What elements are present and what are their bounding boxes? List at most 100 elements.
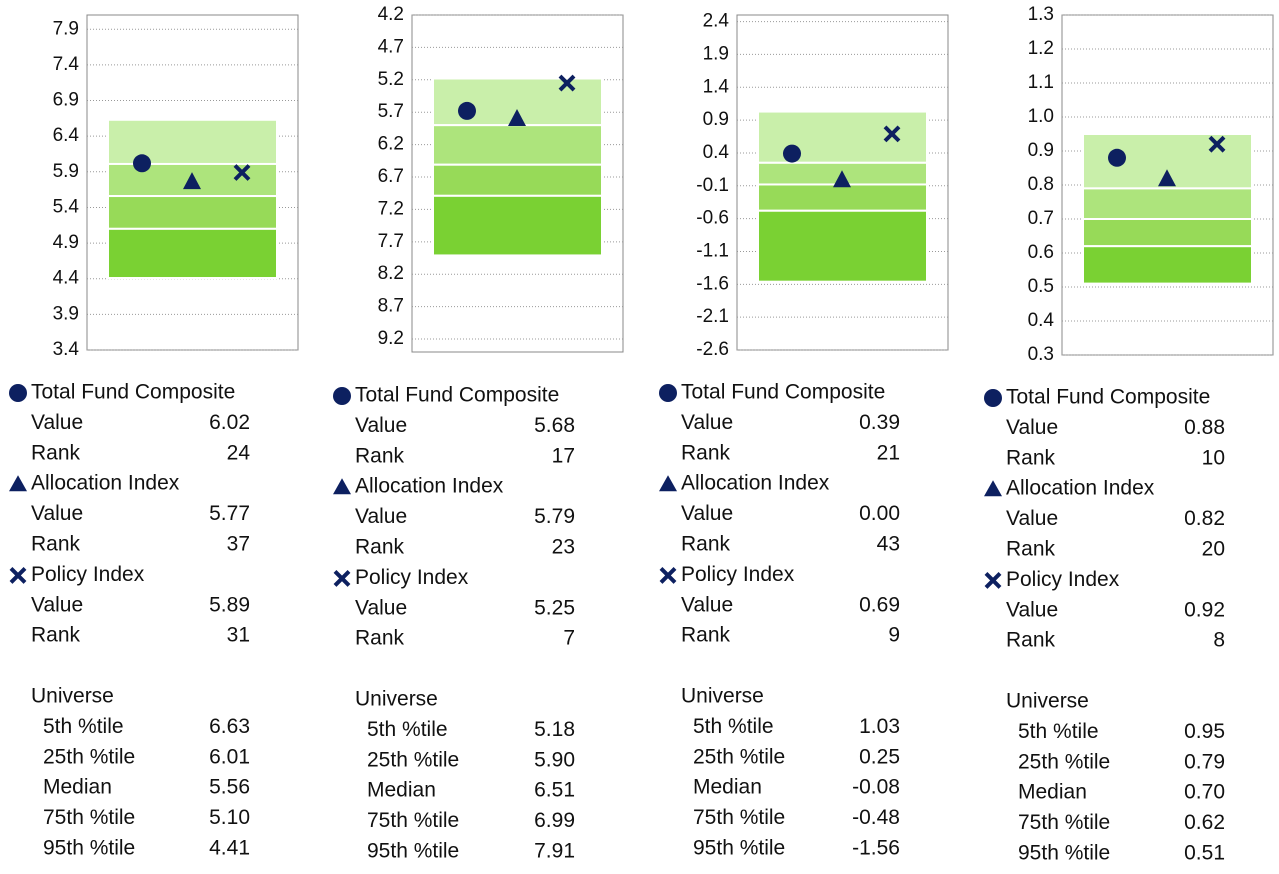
rank-label: 37	[227, 533, 250, 556]
percentile-value: 0.79	[1184, 750, 1225, 773]
legend-label: Allocation Index	[681, 472, 830, 495]
percentile-band	[1082, 218, 1253, 248]
legend-icon	[333, 569, 351, 587]
y-tick-label: 6.7	[378, 166, 404, 187]
row-label: Value	[355, 596, 407, 619]
y-tick-label: 1.9	[703, 43, 729, 64]
rank-label: 23	[552, 536, 575, 559]
y-tick-label: 6.2	[378, 134, 404, 155]
marker-triangle	[183, 172, 201, 190]
y-tick-label: 7.7	[378, 231, 404, 252]
y-tick-label: 4.9	[53, 232, 79, 253]
value-label: 0.82	[1184, 507, 1225, 530]
percentile-band	[107, 118, 278, 165]
y-tick-label: 0.6	[1028, 242, 1054, 263]
percentile-value: 0.95	[1184, 720, 1225, 743]
row-label: Value	[681, 593, 733, 616]
row-label: Value	[31, 502, 83, 525]
row-label: Rank	[31, 624, 81, 647]
marker-x	[883, 125, 901, 143]
rank-label: 21	[877, 441, 900, 464]
marker-x	[1208, 135, 1226, 153]
row-label: Value	[1006, 598, 1058, 621]
row-label: Value	[355, 505, 407, 528]
legend-icon	[333, 387, 351, 405]
percentile-label: 95th %tile	[693, 837, 785, 860]
rank-label: 24	[227, 441, 251, 464]
y-tick-label: -2.6	[696, 339, 729, 360]
percentile-value: 5.18	[534, 718, 575, 741]
y-tick-label: 4.7	[378, 36, 404, 57]
row-label: Rank	[355, 536, 405, 559]
percentile-label: 75th %tile	[367, 809, 459, 832]
value-label: 0.39	[859, 411, 900, 434]
row-label: Value	[355, 414, 407, 437]
percentile-value: -0.08	[852, 776, 900, 799]
legend-label: Policy Index	[681, 563, 795, 586]
percentile-label: 5th %tile	[367, 718, 448, 741]
percentile-value: 0.70	[1184, 781, 1225, 804]
universe-label: Universe	[355, 688, 438, 711]
legend-label: Policy Index	[31, 563, 145, 586]
value-label: 5.89	[209, 593, 250, 616]
percentile-band	[1082, 245, 1253, 285]
legend-icon	[659, 566, 677, 584]
row-label: Value	[681, 411, 733, 434]
marker-x	[558, 74, 576, 92]
row-label: Rank	[355, 627, 405, 650]
percentile-band	[107, 195, 278, 230]
y-tick-label: 3.4	[53, 339, 80, 360]
y-tick-label: -1.6	[696, 273, 729, 294]
percentile-label: Median	[693, 776, 762, 799]
percentile-value: 0.25	[859, 745, 900, 768]
value-label: 0.92	[1184, 598, 1225, 621]
y-tick-label: -0.6	[696, 208, 729, 229]
value-label: 0.69	[859, 593, 900, 616]
y-tick-label: 0.8	[1028, 174, 1054, 195]
row-label: Rank	[31, 533, 81, 556]
percentile-label: 25th %tile	[693, 745, 785, 768]
value-label: 5.77	[209, 502, 250, 525]
y-tick-label: 1.2	[1028, 38, 1054, 59]
y-tick-label: 1.1	[1028, 72, 1054, 93]
y-tick-label: 5.2	[378, 69, 404, 90]
percentile-label: 95th %tile	[367, 840, 459, 863]
rank-label: 9	[888, 624, 900, 647]
row-label: Rank	[681, 624, 731, 647]
percentile-band	[757, 183, 928, 212]
y-tick-label: -0.1	[696, 175, 729, 196]
y-tick-label: 7.4	[53, 54, 80, 75]
legend-label: Total Fund Composite	[681, 381, 885, 404]
marker-circle	[458, 101, 476, 120]
percentile-label: 95th %tile	[1018, 842, 1110, 865]
percentile-label: Median	[367, 779, 436, 802]
marker-triangle	[1158, 169, 1176, 187]
rank-label: 17	[552, 444, 575, 467]
row-label: Value	[1006, 416, 1058, 439]
row-label: Rank	[681, 441, 731, 464]
percentile-band	[1082, 187, 1253, 220]
marker-circle	[783, 144, 801, 163]
percentile-label: 75th %tile	[693, 806, 785, 829]
row-label: Rank	[31, 441, 81, 464]
legend-icon	[659, 384, 677, 402]
legend-label: Total Fund Composite	[355, 384, 559, 407]
percentile-band	[432, 194, 603, 257]
legend-icon	[333, 478, 351, 495]
y-tick-label: 5.4	[53, 196, 80, 217]
universe-label: Universe	[1006, 690, 1089, 713]
y-tick-label: 9.2	[378, 328, 404, 349]
y-tick-label: 0.9	[703, 109, 729, 130]
marker-triangle	[833, 170, 851, 188]
row-label: Value	[1006, 507, 1058, 530]
percentile-value: 0.51	[1184, 842, 1225, 865]
legend-icon	[9, 566, 27, 584]
percentile-value: 6.99	[534, 809, 575, 832]
y-tick-label: 0.3	[1028, 344, 1054, 365]
percentile-value: 5.56	[209, 776, 250, 799]
y-tick-label: 8.7	[378, 296, 404, 317]
legend-icon	[9, 384, 27, 402]
y-tick-label: 4.4	[53, 268, 80, 289]
percentile-value: 1.03	[859, 715, 900, 738]
y-tick-label: -1.1	[696, 240, 729, 261]
